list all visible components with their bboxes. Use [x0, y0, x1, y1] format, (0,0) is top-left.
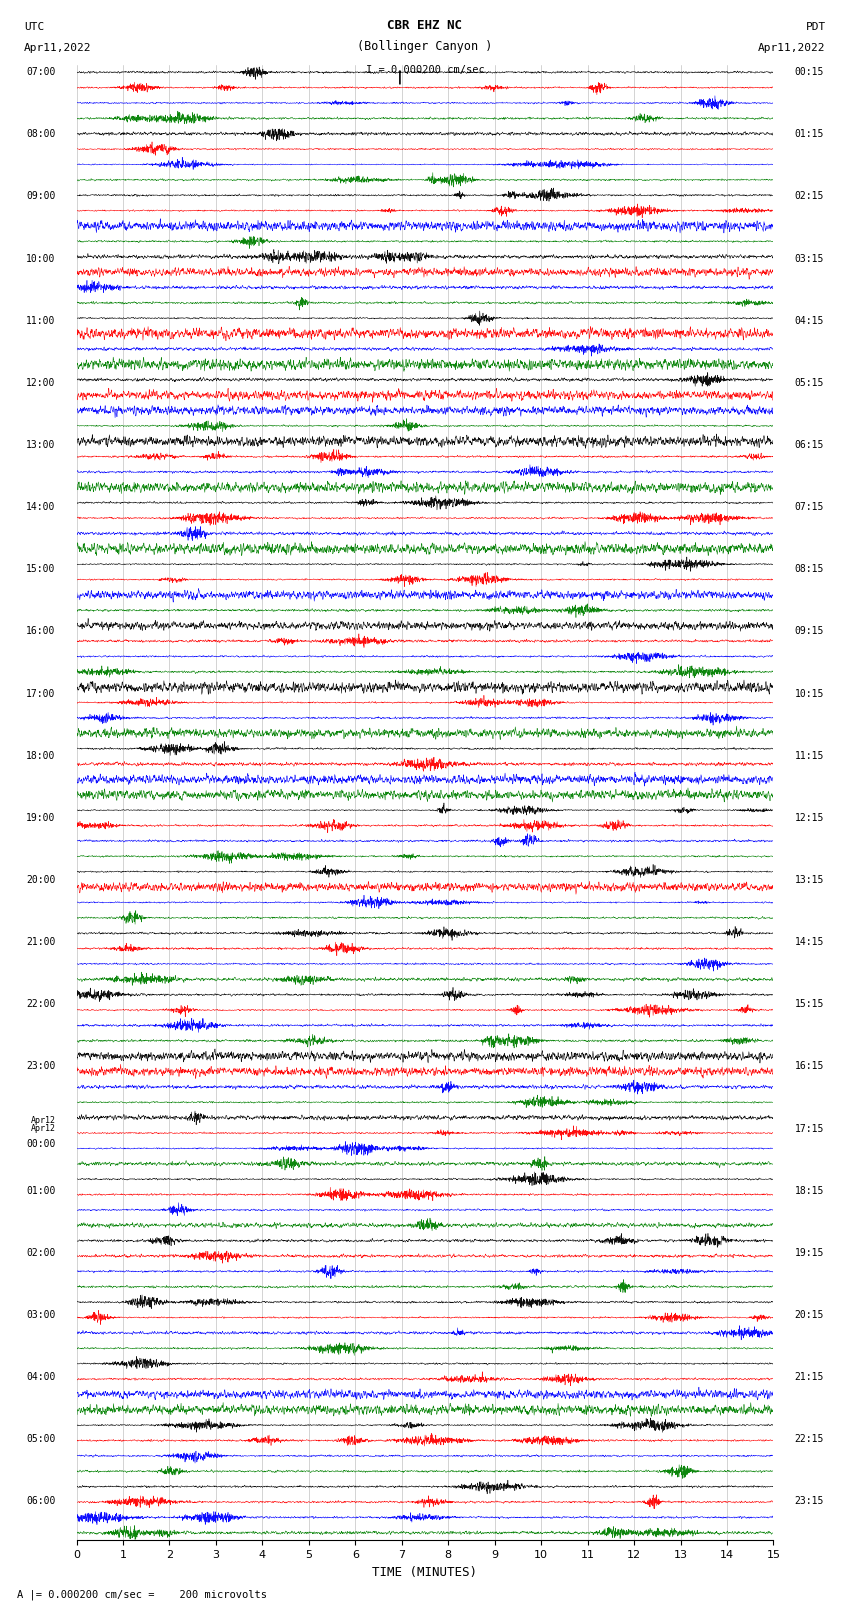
Text: 22:00: 22:00	[26, 1000, 55, 1010]
Text: 10:15: 10:15	[795, 689, 824, 698]
Text: 09:00: 09:00	[26, 192, 55, 202]
Text: 12:15: 12:15	[795, 813, 824, 823]
Text: 15:15: 15:15	[795, 1000, 824, 1010]
Text: 06:00: 06:00	[26, 1497, 55, 1507]
Text: PDT: PDT	[806, 23, 825, 32]
Text: 00:15: 00:15	[795, 68, 824, 77]
Text: 02:15: 02:15	[795, 192, 824, 202]
Text: UTC: UTC	[25, 23, 44, 32]
Text: 03:15: 03:15	[795, 253, 824, 263]
Text: Apr12: Apr12	[31, 1116, 55, 1126]
Text: 11:00: 11:00	[26, 316, 55, 326]
Text: (Bollinger Canyon ): (Bollinger Canyon )	[357, 40, 493, 53]
Text: Apr12: Apr12	[31, 1124, 55, 1134]
Text: CBR EHZ NC: CBR EHZ NC	[388, 19, 462, 32]
Text: 23:15: 23:15	[795, 1497, 824, 1507]
Text: 15:00: 15:00	[26, 565, 55, 574]
Text: 04:00: 04:00	[26, 1373, 55, 1382]
Text: 07:00: 07:00	[26, 68, 55, 77]
Text: 17:15: 17:15	[795, 1124, 824, 1134]
Text: 05:15: 05:15	[795, 377, 824, 387]
Text: 17:00: 17:00	[26, 689, 55, 698]
Text: 18:00: 18:00	[26, 750, 55, 761]
Text: 01:00: 01:00	[26, 1186, 55, 1195]
Text: 07:15: 07:15	[795, 502, 824, 513]
Text: 13:00: 13:00	[26, 440, 55, 450]
Text: 06:15: 06:15	[795, 440, 824, 450]
Text: 23:00: 23:00	[26, 1061, 55, 1071]
X-axis label: TIME (MINUTES): TIME (MINUTES)	[372, 1566, 478, 1579]
Text: 22:15: 22:15	[795, 1434, 824, 1444]
Text: 20:00: 20:00	[26, 876, 55, 886]
Text: 19:15: 19:15	[795, 1248, 824, 1258]
Text: 21:00: 21:00	[26, 937, 55, 947]
Text: 12:00: 12:00	[26, 377, 55, 387]
Text: 02:00: 02:00	[26, 1248, 55, 1258]
Text: 14:15: 14:15	[795, 937, 824, 947]
Text: 03:00: 03:00	[26, 1310, 55, 1319]
Text: Apr11,2022: Apr11,2022	[25, 42, 92, 53]
Text: 16:00: 16:00	[26, 626, 55, 637]
Text: 01:15: 01:15	[795, 129, 824, 139]
Text: 18:15: 18:15	[795, 1186, 824, 1195]
Text: 05:00: 05:00	[26, 1434, 55, 1444]
Text: 20:15: 20:15	[795, 1310, 824, 1319]
Text: I = 0.000200 cm/sec: I = 0.000200 cm/sec	[366, 65, 484, 74]
Text: 14:00: 14:00	[26, 502, 55, 513]
Text: 04:15: 04:15	[795, 316, 824, 326]
Text: 00:00: 00:00	[26, 1139, 55, 1148]
Text: 16:15: 16:15	[795, 1061, 824, 1071]
Text: A |= 0.000200 cm/sec =    200 microvolts: A |= 0.000200 cm/sec = 200 microvolts	[17, 1589, 267, 1600]
Text: 10:00: 10:00	[26, 253, 55, 263]
Text: 11:15: 11:15	[795, 750, 824, 761]
Text: 13:15: 13:15	[795, 876, 824, 886]
Text: 19:00: 19:00	[26, 813, 55, 823]
Text: Apr11,2022: Apr11,2022	[758, 42, 825, 53]
Text: 21:15: 21:15	[795, 1373, 824, 1382]
Text: 09:15: 09:15	[795, 626, 824, 637]
Text: 08:15: 08:15	[795, 565, 824, 574]
Text: 08:00: 08:00	[26, 129, 55, 139]
